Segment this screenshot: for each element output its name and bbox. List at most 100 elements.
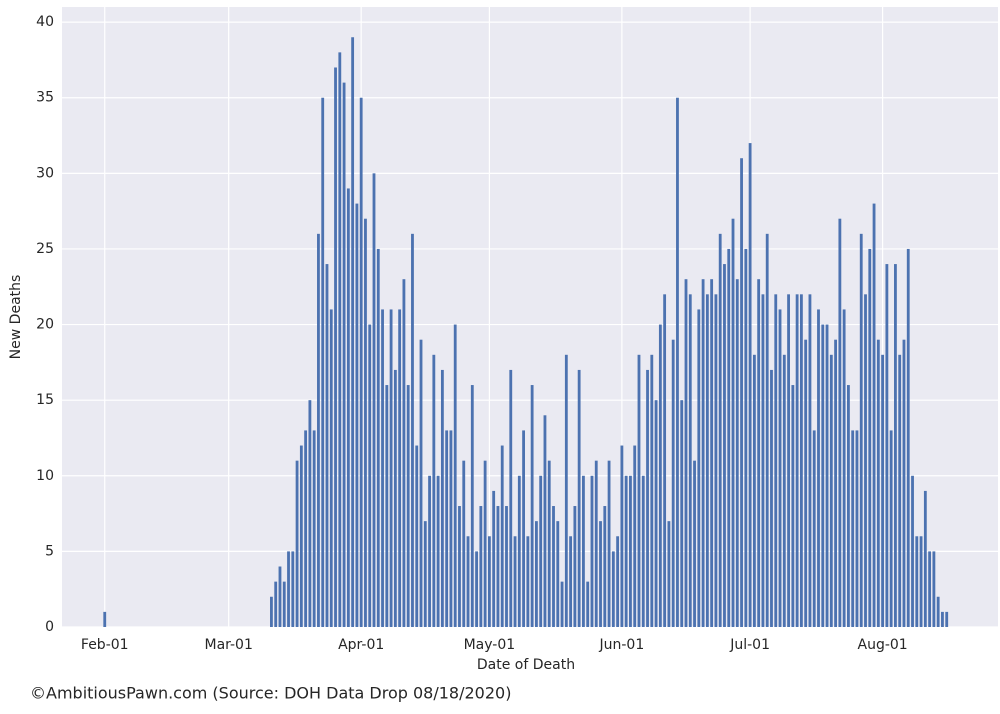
bar [680,400,684,627]
bar [808,294,812,627]
x-tick-label: Jun-01 [599,637,645,653]
bar [458,506,461,627]
bar [577,369,581,627]
y-tick-label: 40 [36,14,54,30]
bar [650,354,654,627]
bar [466,536,470,627]
bar [406,385,410,627]
bar [611,551,615,627]
bar [603,506,607,627]
bar [402,279,406,627]
bar [641,475,645,627]
bar [915,536,919,627]
bar [658,324,662,627]
bar [513,536,517,627]
bar [492,490,496,627]
bar [812,430,816,627]
bar [445,430,449,627]
bar [526,536,530,627]
bar [834,339,837,627]
bar [342,82,346,628]
bar [470,385,474,627]
bar [312,430,316,627]
bar [522,430,525,627]
y-tick-label: 15 [36,392,54,408]
y-tick-label: 30 [36,165,54,181]
bar [278,566,282,627]
bar [398,309,402,627]
bar [624,475,628,627]
bar [902,339,906,627]
bar [740,158,743,627]
x-tick-label: Apr-01 [338,637,384,653]
bar [761,294,765,627]
bar [346,188,350,627]
bar [334,67,337,628]
bar [428,475,431,627]
bar [616,536,620,627]
bar [381,309,384,627]
bar [368,324,372,627]
bar [710,279,714,627]
bar [569,536,573,627]
bar [906,248,910,627]
bar [590,475,594,627]
bar [829,354,833,627]
bar [599,521,602,627]
bar [629,475,632,627]
bar [744,248,748,627]
bar [671,339,675,627]
bar [676,97,679,628]
bar [287,551,290,627]
bar [329,309,333,627]
footer: ©AmbitiousPawn.com (Source: DOH Data Dro… [30,684,511,703]
bar [556,521,560,627]
bar [885,264,889,627]
bar [825,324,829,627]
bar [723,264,726,627]
bar [547,460,551,627]
bar [325,264,329,627]
bar [864,294,867,627]
bar [620,445,624,627]
bar [483,460,487,627]
bar [582,475,585,627]
bar [500,445,504,627]
bar [432,354,436,627]
bar [274,581,278,627]
bar [817,309,820,627]
bar [317,233,320,627]
bar [684,279,688,627]
bar [487,536,491,627]
bar [393,369,397,627]
bar [804,339,808,627]
bar [295,460,299,627]
bar [389,309,393,627]
bar [496,506,500,627]
bar [787,294,790,627]
bar [898,354,902,627]
bar [936,596,940,627]
bar [594,460,598,627]
bar [791,385,795,627]
bar [539,475,543,627]
bar [543,415,547,627]
bar [475,551,478,627]
bar [282,581,286,627]
bar [911,475,914,627]
bar [359,97,363,628]
bar [838,218,842,627]
bar [919,536,923,627]
plot-area [62,7,998,627]
bar [376,248,380,627]
y-tick-label: 10 [36,468,54,484]
bar [364,218,367,627]
bar [851,430,855,627]
x-tick-label: May-01 [464,637,516,653]
bar [752,354,756,627]
bar [509,369,513,627]
bar [304,430,308,627]
bar [462,460,466,627]
